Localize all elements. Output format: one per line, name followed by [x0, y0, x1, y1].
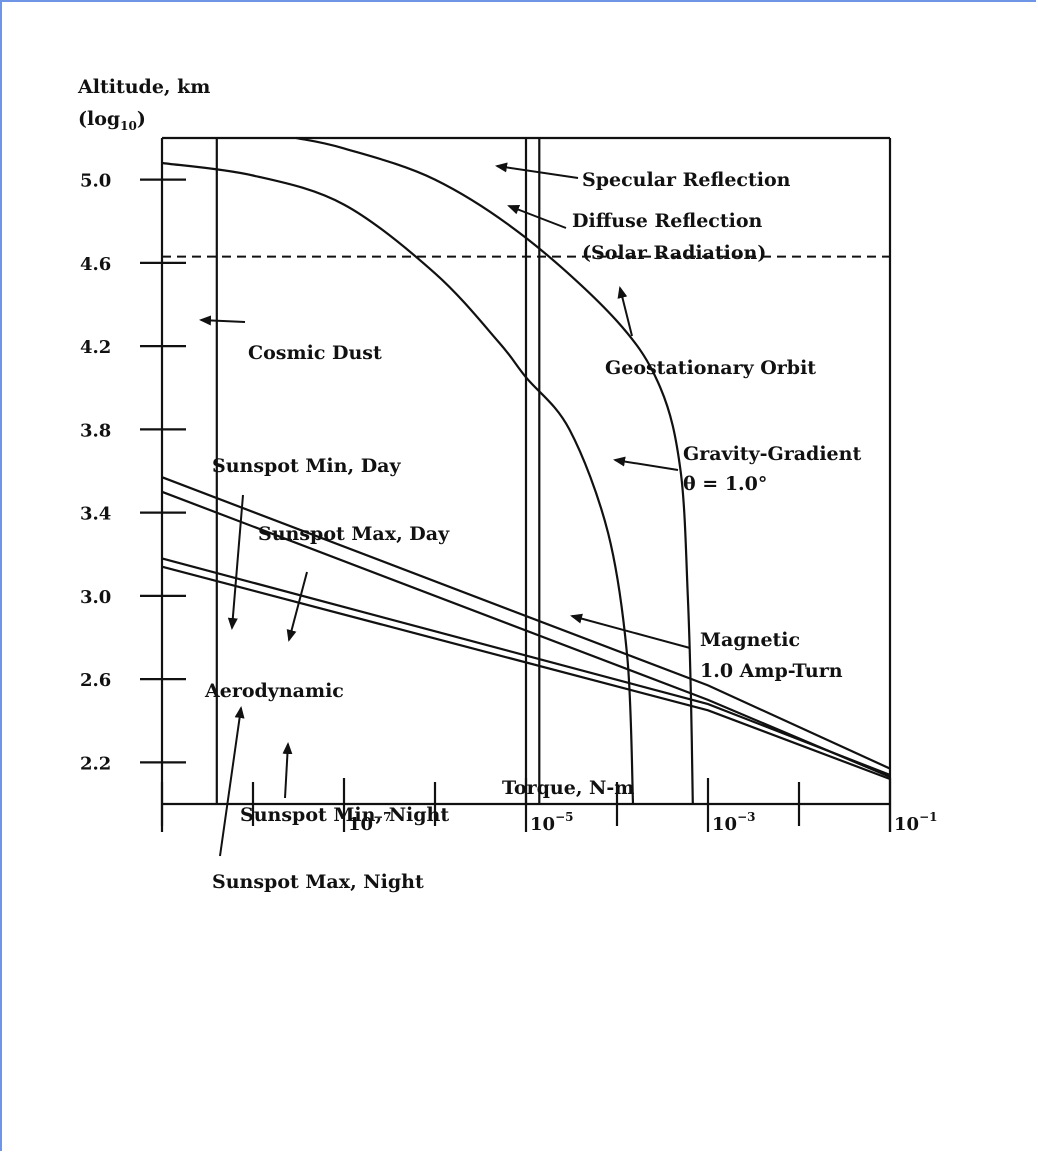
x-axis-label: Torque, N-m [502, 777, 634, 799]
x-tick-label: 10−1 [894, 810, 937, 835]
series-magnetic [161, 161, 635, 805]
label-gravity-gradient: Gravity-Gradient [683, 443, 861, 465]
label-cosmic-dust: Cosmic Dust [248, 342, 382, 364]
x-tick-label: 10−5 [530, 810, 573, 835]
arrow-specular [495, 162, 579, 179]
arrow-sunspot-max-day [286, 571, 308, 642]
y-tick-label: 5.0 [80, 171, 111, 192]
series-sunspot-max-day [161, 476, 891, 770]
arrow-sunspot-min-night [282, 742, 293, 799]
y-tick-label: 3.8 [80, 420, 111, 441]
series-gravity-gradient [296, 136, 694, 805]
arrow-gravity-gradient [613, 456, 679, 471]
x-ticks: 10−7 10−5 10−3 10−1 [160, 778, 937, 835]
label-sunspot-min-day: Sunspot Min, Day [212, 455, 401, 477]
arrow-diffuse [507, 204, 567, 229]
label-aerodynamic: Aerodynamic [204, 680, 344, 702]
arrow-sunspot-max-night [219, 706, 245, 857]
label-geostationary-orbit: Geostationary Orbit [605, 357, 816, 379]
y-tick-label: 4.6 [80, 254, 111, 275]
arrow-cosmic-dust [199, 315, 246, 326]
label-sunspot-min-night: Sunspot Min, Night [240, 804, 449, 826]
arrow-sunspot-min-day [227, 494, 244, 630]
label-solar-radiation: (Solar Radiation) [582, 242, 766, 264]
y-tick-label: 4.2 [80, 337, 111, 358]
x-tick-label: 10−3 [712, 810, 755, 835]
series-layer [161, 136, 891, 805]
label-theta: θ = 1.0° [683, 473, 767, 495]
label-sunspot-max-day: Sunspot Max, Day [258, 523, 450, 545]
y-axis-label-line1: Altitude, km [77, 76, 210, 98]
series-sunspot-max-night [161, 557, 891, 776]
label-specular-reflection: Specular Reflection [582, 169, 791, 191]
y-axis-label-line2: (log10) [78, 108, 146, 133]
label-diffuse-reflection: Diffuse Reflection [572, 210, 763, 232]
y-tick-label: 3.4 [80, 504, 111, 525]
y-tick-label: 3.0 [80, 587, 111, 608]
y-tick-label: 2.2 [80, 753, 111, 774]
series-sunspot-min-night [161, 565, 891, 781]
label-amp-turn: 1.0 Amp-Turn [700, 660, 843, 682]
x-tick-label: 10−7 [348, 810, 391, 835]
arrow-magnetic [570, 613, 691, 649]
y-tick-label: 2.6 [80, 670, 111, 691]
y-ticks: 5.0 4.6 4.2 3.8 3.4 3.0 2.6 2.2 [80, 171, 186, 774]
label-magnetic: Magnetic [700, 629, 800, 651]
label-sunspot-max-night: Sunspot Max, Night [212, 871, 424, 893]
arrow-geostationary [617, 286, 633, 337]
